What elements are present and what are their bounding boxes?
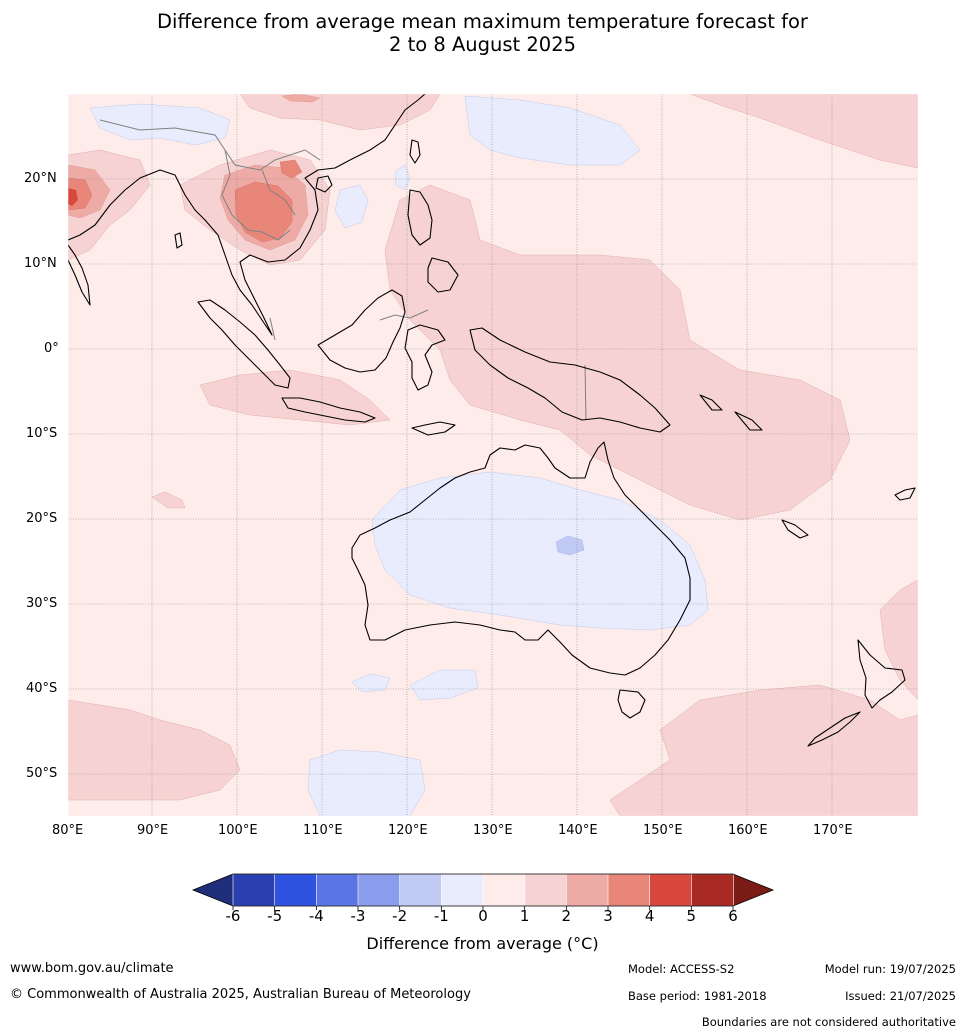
colorbar-tick-label: 2 <box>561 907 572 925</box>
lon-label-150e: 150°E <box>643 823 683 838</box>
lat-label-10n: 10°N <box>24 256 57 271</box>
map-title: Difference from average mean maximum tem… <box>0 10 965 56</box>
lat-label-50s: 50°S <box>26 766 58 781</box>
website-link[interactable]: www.bom.gov.au/climate <box>10 961 174 976</box>
lon-label-80e: 80°E <box>52 823 84 838</box>
map-gridlines <box>68 94 918 816</box>
colorbar-tick-label: -4 <box>308 907 324 925</box>
lat-label-30s: 30°S <box>26 596 58 611</box>
colorbar-tick-label: 5 <box>686 907 697 925</box>
colorbar-tick-label: 3 <box>603 907 613 925</box>
copyright-text: © Commonwealth of Australia 2025, Austra… <box>10 987 471 1002</box>
model-name: Model: ACCESS-S2 <box>628 962 735 976</box>
country-boundaries <box>99 119 587 421</box>
colorbar-segment <box>607 873 651 907</box>
lat-label-equator: 0° <box>44 341 59 356</box>
colorbar-segment <box>274 873 318 907</box>
model-run-date: Model run: 19/07/2025 <box>824 962 956 976</box>
colorbar-tick-label: -5 <box>267 907 283 925</box>
colorbar-segment <box>441 873 484 907</box>
base-period: Base period: 1981-2018 <box>628 989 767 1003</box>
colorbar-tick-label: 4 <box>644 907 655 925</box>
colorbar-segment <box>691 873 734 907</box>
colorbar-segments <box>232 873 734 907</box>
title-line-2: 2 to 8 August 2025 <box>388 33 577 56</box>
colorbar-segment <box>566 873 609 907</box>
issued-date: Issued: 21/07/2025 <box>845 989 956 1003</box>
colorbar-segment <box>357 873 401 907</box>
colorbar-segment <box>649 873 693 907</box>
colorbar-tick-label: 0 <box>478 907 488 925</box>
lat-label-10s: 10°S <box>26 426 58 441</box>
colorbar-segment <box>316 873 359 907</box>
anomaly-minus1-to-0-regions <box>89 95 709 816</box>
colorbar-tick-label: 1 <box>519 907 530 925</box>
lon-label-90e: 90°E <box>137 823 169 838</box>
lat-label-20s: 20°S <box>26 511 58 526</box>
colorbar <box>191 873 775 910</box>
lon-label-120e: 120°E <box>388 823 428 838</box>
lon-label-130e: 130°E <box>473 823 513 838</box>
lat-label-40s: 40°S <box>26 681 58 696</box>
colorbar-tick-label: -6 <box>225 907 241 925</box>
colorbar-label: Difference from average (°C) <box>366 934 599 953</box>
lon-label-160e: 160°E <box>728 823 768 838</box>
map-frame <box>67 93 919 817</box>
lon-label-170e: 170°E <box>813 823 853 838</box>
map-plot-area <box>68 94 918 816</box>
colorbar-segment <box>232 873 276 907</box>
lon-label-110e: 110°E <box>303 823 343 838</box>
colorbar-ticks <box>232 906 734 910</box>
lon-label-140e: 140°E <box>558 823 598 838</box>
colorbar-tick-label: -3 <box>350 907 366 925</box>
anomaly-4-to-5-regions <box>68 188 78 206</box>
colorbar-segment <box>482 873 526 907</box>
colorbar-segment <box>399 873 443 907</box>
colorbar-segment <box>524 873 568 907</box>
lon-label-100e: 100°E <box>218 823 258 838</box>
anomaly-minus2-to-minus1-regions <box>555 535 585 556</box>
lat-label-20n: 20°N <box>24 171 57 186</box>
coastlines <box>68 94 916 747</box>
colorbar-low-extension <box>193 874 233 906</box>
colorbar-tick-label: -2 <box>392 907 408 925</box>
colorbar-tick-label: -1 <box>433 907 449 925</box>
colorbar-tick-label: 6 <box>728 907 738 925</box>
title-line-1: Difference from average mean maximum tem… <box>157 10 808 33</box>
boundaries-disclaimer: Boundaries are not considered authoritat… <box>701 1015 956 1029</box>
colorbar-high-extension <box>733 874 773 906</box>
